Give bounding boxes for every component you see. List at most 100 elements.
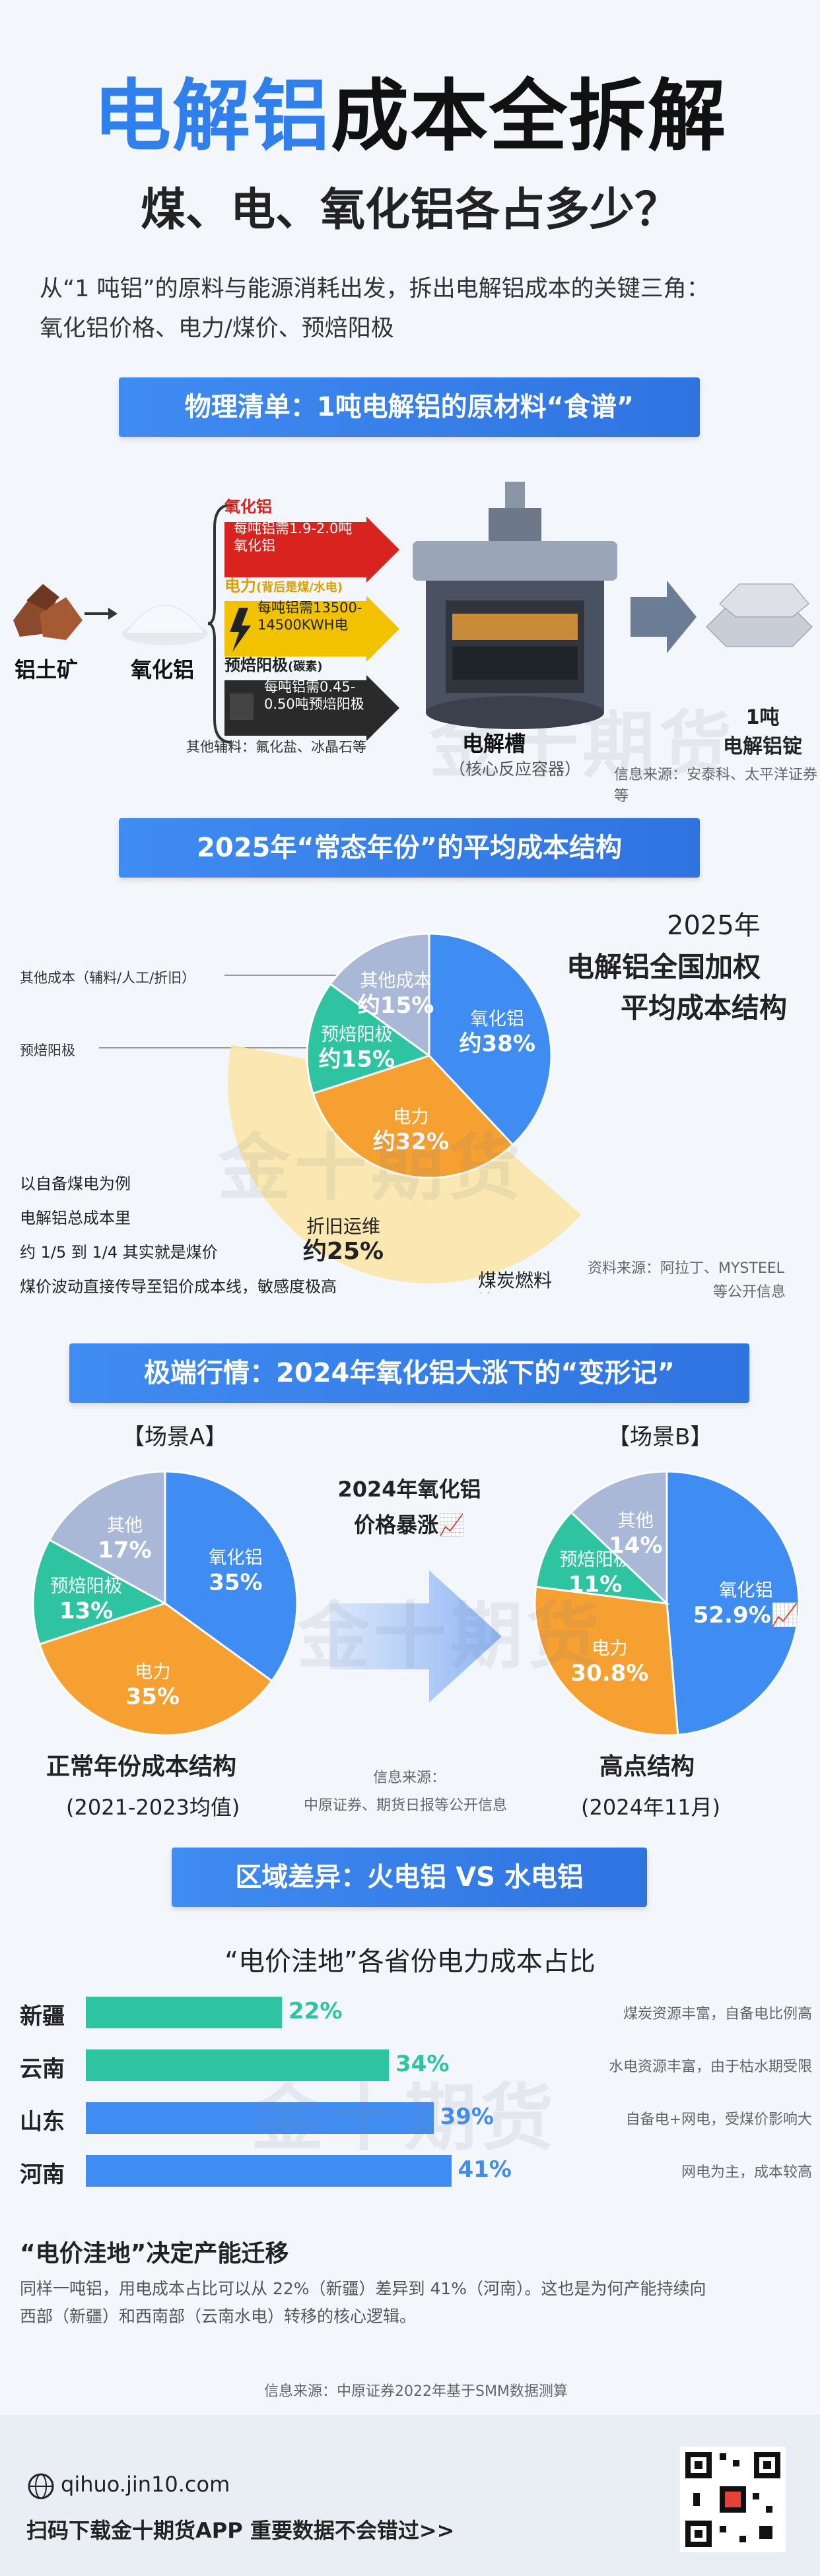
pie-slice-2 — [32, 1538, 168, 1646]
scene-a-label: 【场景A】 — [122, 1424, 228, 1450]
bar-pct-2: 39% — [440, 2104, 494, 2130]
cost-pie-2025: 氧化铝约38%电力约32%预焙阳极约15%其他成本约15%折旧运维约25%煤炭燃… — [227, 932, 581, 1293]
section1-source: 信息来源：安泰科、太平洋证券等 — [614, 767, 818, 804]
cell-label: 电解槽 — [462, 731, 526, 756]
bar-0 — [86, 1997, 282, 2028]
watermark-2: 金十期货 — [218, 1126, 524, 1210]
footer-url[interactable]: qihuo.jin10.com — [61, 2472, 230, 2497]
bar-row-0: 新疆 22% 煤炭资源丰富，自备电比例高 — [20, 1993, 812, 2032]
pie-slice-pct-1: 约32% — [373, 1129, 449, 1155]
region-chart-title: “电价洼地”各省份电力成本占比 — [224, 1947, 596, 1977]
input-alumina: 氧化铝 每吨铝需1.9-2.0吨氧化铝 — [224, 494, 403, 583]
middle-note: 2024年氧化铝 价格暴涨📈 — [310, 1471, 508, 1543]
coal-note: 以自备煤电为例 电解铝总成本里 约 1/5 到 1/4 其实就是煤价 煤价波动直… — [20, 1167, 337, 1304]
section3-source-2: 中原证券、期货日报等公开信息 — [304, 1797, 508, 1814]
sub-slice-pct-0: 约25% — [303, 1238, 384, 1265]
pie-slice-name-2: 预焙阳极 — [50, 1576, 122, 1597]
transform-arrow-icon — [330, 1570, 502, 1702]
aluminum-ingot-icon — [706, 583, 813, 647]
arrow-right-icon — [85, 608, 118, 620]
globe-icon — [28, 2473, 54, 2499]
bar-note-2: 自备电+网电，受煤价影响大 — [625, 2111, 812, 2128]
pie-slice-1 — [38, 1602, 273, 1737]
bar-pct-1: 34% — [395, 2051, 450, 2077]
pie-slice-0 — [164, 1470, 298, 1683]
bauxite-label: 铝土矿 — [15, 657, 79, 682]
pie-slice-2 — [306, 982, 432, 1095]
pie-slice-pct-1: 35% — [126, 1684, 180, 1710]
pie-slice-name-0: 氧化铝 — [209, 1548, 263, 1568]
pie-slice-3 — [329, 932, 430, 1058]
pie-slice-pct-0: 约38% — [460, 1031, 535, 1057]
section2-year: 2025年 — [667, 911, 761, 941]
section2-source-1: 资料来源：阿拉丁、MYSTEEL — [588, 1260, 784, 1277]
section2-source-2: 等公开信息 — [713, 1284, 786, 1301]
caption-b: 高点结构 — [599, 1753, 695, 1780]
footer-cta[interactable]: 扫码下载金十期货APP 重要数据不会错过>> — [26, 2518, 455, 2543]
input-power: 电力(背后是煤/水电) 每吨铝需13500-14500KWH电 — [224, 573, 403, 662]
bar-province-0: 新疆 — [20, 2003, 65, 2030]
sub-slice-pct-1: 约75% — [475, 1292, 555, 1293]
bar-row-1: 云南 34% 水电资源丰富，由于枯水期受限 — [20, 2045, 812, 2085]
alumina-label: 氧化铝 — [131, 657, 195, 682]
bar-pct-3: 41% — [458, 2156, 512, 2183]
coal-note-line-1: 以自备煤电为例 — [20, 1175, 131, 1193]
pie-slice-pct-0: 52.9%📈 — [693, 1602, 799, 1628]
intro-line-2: 氧化铝价格、电力/煤价、预焙阳极 — [40, 315, 394, 342]
caption-a: 正常年份成本结构 — [46, 1753, 237, 1780]
black-arrow-icon — [224, 675, 399, 741]
yellow-arrow-icon — [224, 596, 399, 662]
watermark-3: 金十期货 — [297, 1594, 603, 1679]
qr-code-icon[interactable] — [680, 2447, 786, 2552]
left-label-other: 其他成本（辅料/人工/折旧） — [20, 970, 196, 986]
pie-slice-2 — [534, 1510, 670, 1605]
bar-1 — [86, 2049, 389, 2081]
output-label: 1吨 电解铝锭 — [716, 701, 809, 759]
section4-source: 信息来源：中原证券2022年基于SMM数据测算 — [264, 2383, 568, 2400]
pie-slice-pct-0: 35% — [209, 1570, 262, 1596]
pie-slice-pct-3: 17% — [98, 1537, 151, 1564]
bar-row-2: 山东 39% 自备电+网电，受煤价影响大 — [20, 2098, 812, 2138]
pie-slice-0 — [428, 932, 553, 1146]
section2-title-line1: 电解铝全国加权 — [566, 951, 761, 983]
caption-a-sub: (2021-2023均值) — [66, 1795, 240, 1820]
intro-line-1: 从“1 吨铝”的原料与能源消耗出发，拆出电解铝成本的关键三角： — [40, 276, 710, 302]
bar-province-3: 河南 — [20, 2162, 65, 2188]
bar-3 — [86, 2155, 452, 2187]
bar-pct-0: 22% — [289, 1998, 343, 2024]
conclusion-line-2: 西部（新疆）和西南部（云南水电）转移的核心逻辑。 — [20, 2307, 417, 2326]
sub-slice-name-1: 煤炭燃料 — [478, 1270, 552, 1291]
pie-slice-name-3: 其他 — [618, 1511, 654, 1531]
section1-banner: 物理清单：1吨电解铝的原材料“食谱” — [119, 377, 700, 437]
pie-slice-name-1: 电力 — [135, 1662, 170, 1683]
caption-b-sub: (2024年11月) — [581, 1795, 721, 1820]
alumina-icon — [122, 605, 208, 645]
pie-slice-1 — [533, 1586, 679, 1737]
red-arrow-icon — [224, 517, 399, 583]
pie-slice-name-0: 氧化铝 — [470, 1009, 524, 1029]
middle-note-line-2: 价格暴涨📈 — [354, 1512, 465, 1537]
pie-slice-pct-2: 约15% — [319, 1046, 395, 1073]
input-alumina-desc: 每吨铝需1.9-2.0吨氧化铝 — [234, 521, 353, 554]
pie-slice-pct-3: 约15% — [358, 992, 434, 1019]
pie-slice-name-2: 预焙阳极 — [321, 1025, 393, 1045]
bar-note-0: 煤炭资源丰富，自备电比例高 — [623, 2006, 812, 2022]
pie-slice-name-0: 氧化铝 — [719, 1580, 773, 1601]
section3-banner: 极端行情：2024年氧化铝大涨下的“变形记” — [69, 1343, 749, 1403]
pie-slice-0 — [666, 1470, 800, 1736]
pie-slice-name-3: 其他成本 — [360, 971, 432, 991]
section4-banner: 区域差异：火电铝 VS 水电铝 — [172, 1848, 647, 1907]
bar-note-1: 水电资源丰富，由于枯水期受限 — [608, 2059, 812, 2075]
input-power-title: 电力 — [224, 577, 256, 595]
title-rest: 成本全拆解 — [331, 71, 728, 162]
pie-slice-name-1: 电力 — [393, 1107, 428, 1128]
conclusion-text: 同样一吨铝，用电成本占比可以从 22%（新疆）差异到 41%（河南）。这也是为何… — [20, 2275, 805, 2331]
pie-slice-pct-2: 13% — [59, 1598, 113, 1625]
input-anode-note: (碳素) — [288, 660, 323, 674]
coal-note-line-4: 煤价波动直接传导至铝价成本线，敏感度极高 — [20, 1277, 337, 1296]
pie-slice-pct-2: 11% — [568, 1571, 622, 1597]
page-subtitle: 煤、电、氧化铝各占多少？ — [140, 184, 679, 236]
pie-slice-1 — [312, 1054, 514, 1179]
bauxite-icon — [13, 584, 83, 640]
